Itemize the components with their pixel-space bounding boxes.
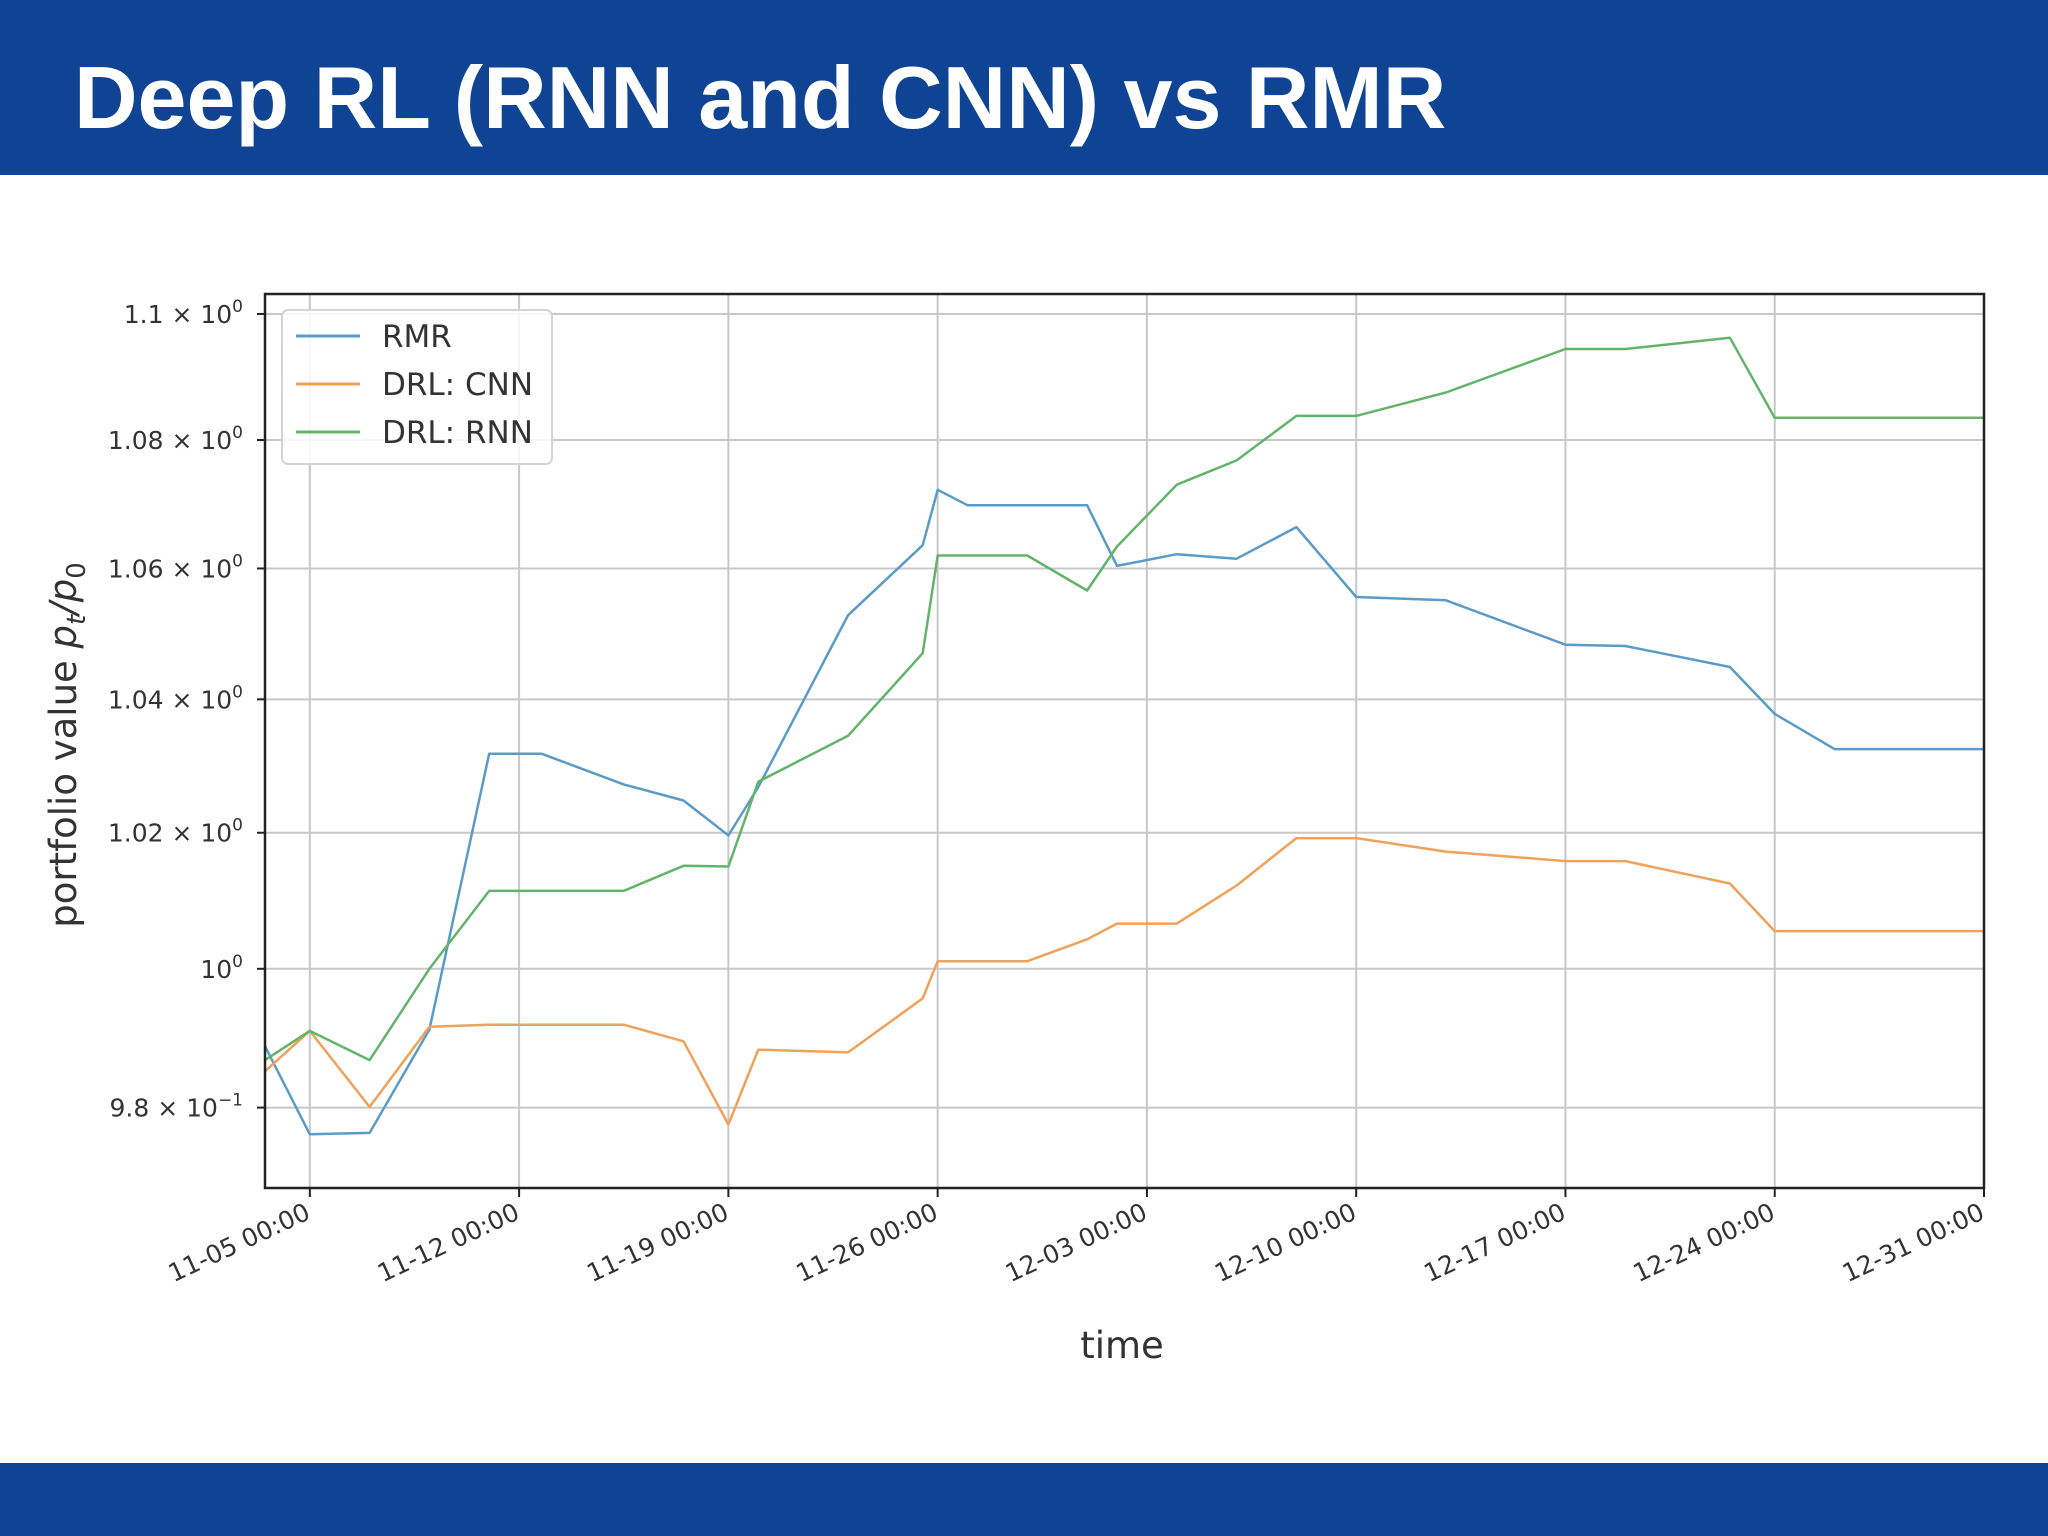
series-line-1 [263,488,1984,1136]
y-axis-label-part: portfolio value [42,648,85,927]
x-tick-label: 12-17 00:00 [1419,1197,1570,1288]
slide-title: Deep RL (RNN and CNN) vs RMR [74,48,1447,147]
y-tick-base: 10 [200,955,232,984]
y-tick-label: 100 [200,952,243,984]
y-tick-base: 1.02 × 10 [108,819,232,848]
y-axis-label-part: 0 [62,562,92,579]
legend-label: DRL: RNN [382,415,533,451]
y-tick-base: 1.1 × 10 [124,300,232,329]
legend-box [281,309,553,465]
y-axis-label-part: t [62,614,92,625]
series-line-2 [264,836,1984,1126]
y-tick-exponent: 0 [232,816,243,836]
x-tick-label: 12-10 00:00 [1210,1197,1361,1288]
x-tick-label: 12-24 00:00 [1629,1197,1780,1288]
x-tick-label: 11-12 00:00 [373,1197,524,1288]
y-tick-label: 9.8 × 10−1 [110,1091,243,1123]
x-tick-label: 11-19 00:00 [582,1197,733,1288]
y-axis-label-part: / [42,599,85,618]
x-axis-ticks: 11-05 00:00 11-12 00:00 11-19 00:00 11-26 0… [164,1188,1989,1288]
y-tick-exponent: 0 [232,551,243,571]
y-tick-base: 1.04 × 10 [108,685,232,714]
plot-frame [263,292,1986,1190]
legend: RMR DRL: CNN DRL: RNN [281,309,553,465]
line-chart: 11-05 00:00 11-12 00:00 11-19 00:00 11-26 0… [42,292,1989,1367]
y-tick-label: 1.08 × 100 [108,423,243,455]
legend-label: DRL: CNN [382,367,533,403]
y-tick-exponent: −1 [218,1091,243,1111]
y-axis-label-part: p [42,625,85,650]
grid-lines [265,294,1985,1188]
y-tick-exponent: 0 [232,682,243,702]
x-axis-label: time [1080,1324,1164,1367]
y-tick-base: 1.06 × 10 [108,554,232,583]
y-tick-label: 1.02 × 100 [108,816,243,848]
y-tick-base: 1.08 × 10 [108,426,232,455]
series-line-3 [264,336,1984,1062]
header-band [0,0,2048,175]
legend-label: RMR [382,319,452,355]
y-tick-exponent: 0 [232,423,243,443]
y-tick-label: 1.04 × 100 [108,682,243,714]
y-axis-label: portfolio value pt/p0 [42,562,92,928]
y-axis-label-part: p [42,579,85,604]
x-tick-label: 12-31 00:00 [1838,1197,1989,1288]
footer-band [0,1463,2048,1536]
x-tick-label: 11-05 00:00 [164,1197,315,1288]
y-tick-exponent: 0 [232,952,243,972]
series-lines [263,336,1984,1136]
x-tick-label: 11-26 00:00 [792,1197,943,1288]
y-tick-exponent: 0 [232,297,243,317]
y-tick-base: 9.8 × 10 [110,1094,218,1123]
x-tick-label: 12-03 00:00 [1001,1197,1152,1288]
y-tick-label: 1.06 × 100 [108,551,243,583]
y-tick-label: 1.1 × 100 [124,297,243,329]
